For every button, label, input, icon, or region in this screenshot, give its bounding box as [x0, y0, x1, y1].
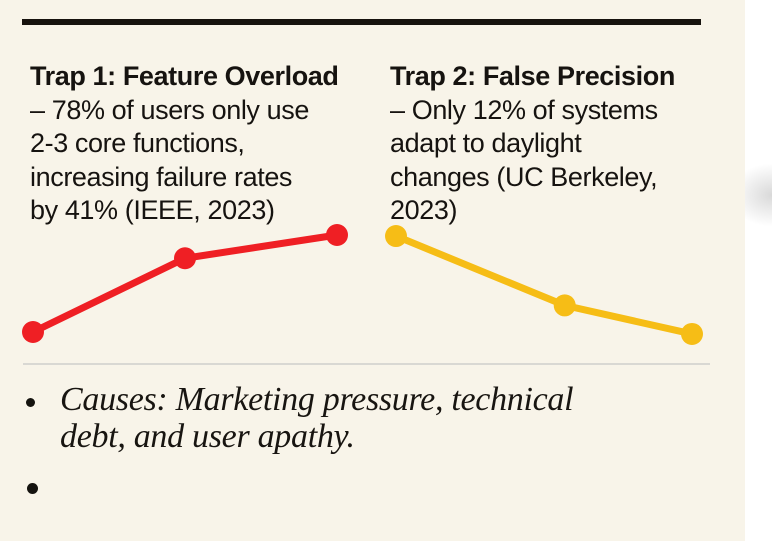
trap-2-title: Trap 2: False Precision: [390, 61, 675, 91]
list-item-empty: [27, 483, 38, 494]
trap-2-description-line: adapt to daylight: [390, 128, 582, 158]
trap-1-trend-chart: [22, 224, 348, 343]
bullet-icon: [27, 483, 38, 494]
trap-1-column: Trap 1: Feature Overload – 78% of users …: [30, 60, 370, 228]
list-item-causes: Causes: Marketing pressure, technical de…: [26, 381, 706, 455]
trap-1-title: Trap 1: Feature Overload: [30, 61, 339, 91]
trap-1-description-line: by 41% (IEEE, 2023): [30, 195, 275, 225]
causes-text: Causes: Marketing pressure, technical de…: [60, 381, 574, 455]
page-background: [0, 0, 745, 541]
section-divider: [23, 363, 710, 365]
trap-2-description-line: changes (UC Berkeley,: [390, 161, 658, 192]
trap-2-description-line: 2023): [390, 195, 458, 225]
page-edge-shadow: [745, 150, 772, 240]
causes-text-line: Causes: Marketing pressure, technical: [60, 381, 574, 418]
top-rule: [22, 19, 701, 25]
trap-2-trend-chart: [385, 225, 703, 345]
trap-1-description-line: increasing failure rates: [30, 161, 293, 192]
trap-1-description-line: 2-3 core functions,: [30, 128, 245, 158]
causes-text-line: debt, and user apathy.: [60, 418, 355, 455]
bullet-icon: [26, 398, 35, 407]
trap-2-column: Trap 2: False Precision – Only 12% of sy…: [390, 60, 720, 228]
page-edge: [745, 0, 772, 541]
trap-2-description-line: – Only 12% of systems: [390, 94, 658, 125]
trap-1-description-line: – 78% of users only use: [30, 94, 309, 125]
